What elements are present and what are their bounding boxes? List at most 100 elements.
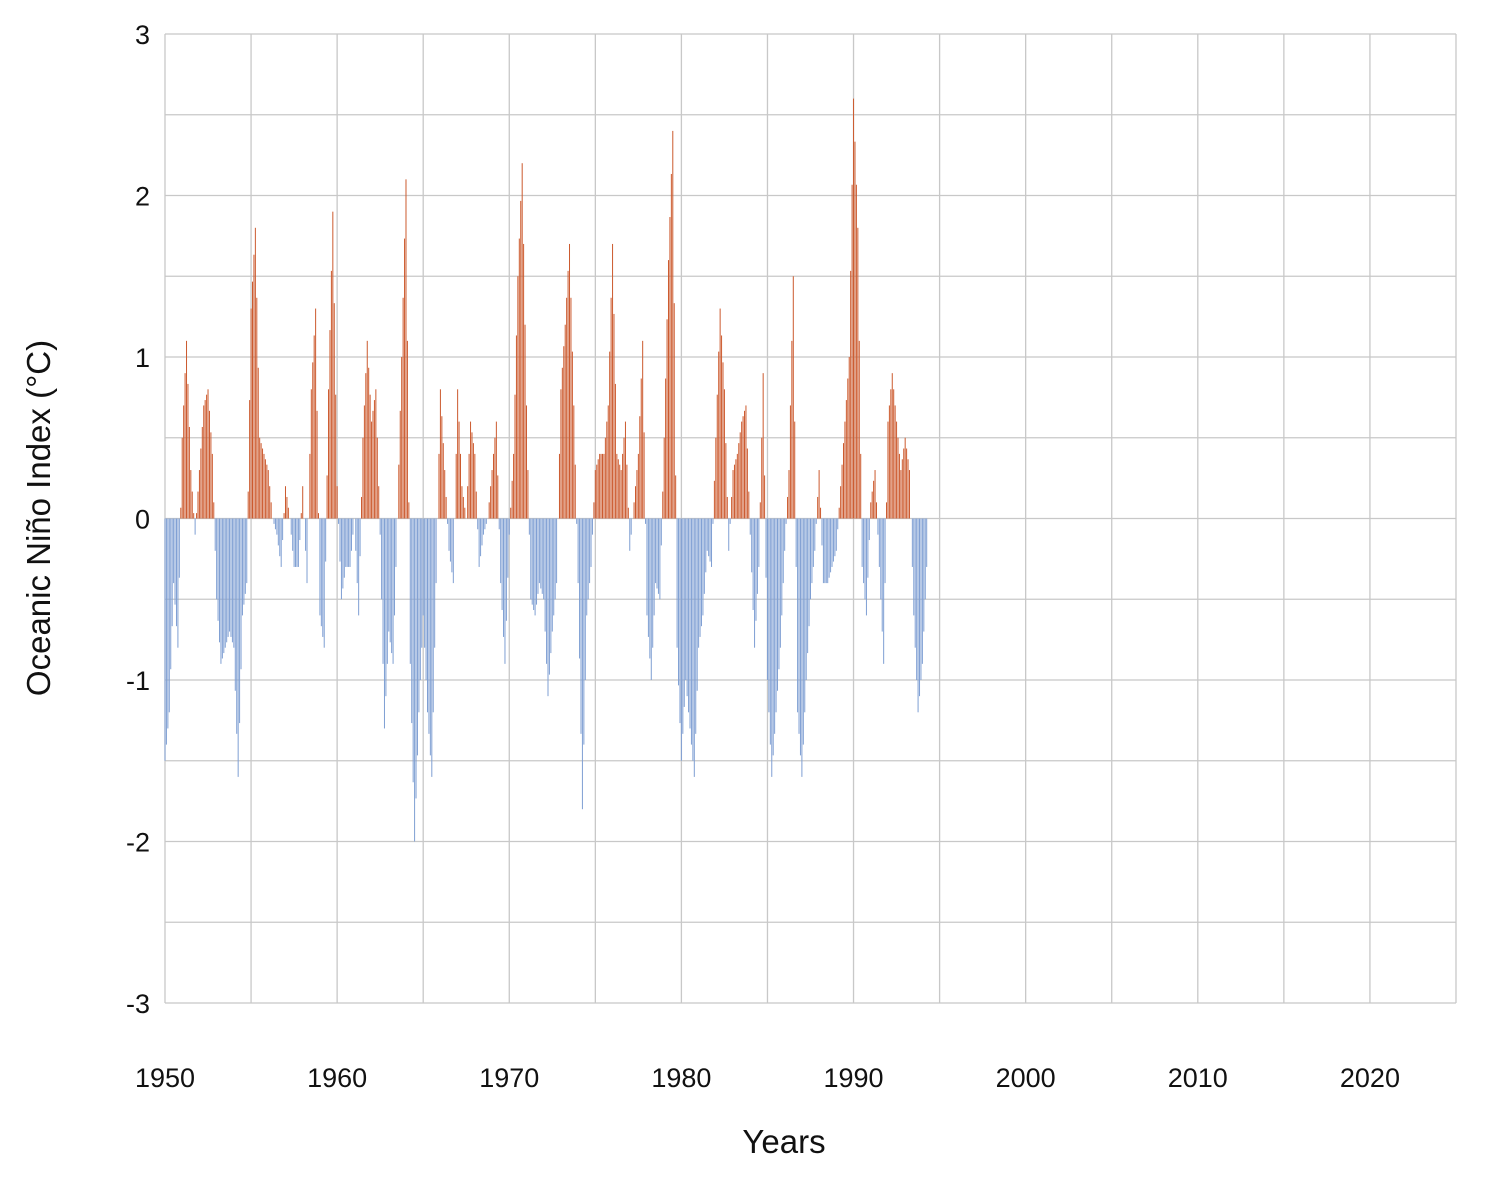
bar (279, 518, 281, 557)
bar (814, 518, 816, 551)
bar (290, 518, 292, 535)
bar (277, 518, 279, 546)
bar (744, 410, 746, 519)
bar (772, 518, 774, 756)
bar (759, 502, 761, 519)
bar (335, 394, 337, 519)
bar (513, 453, 515, 519)
bar (797, 518, 799, 713)
bar (873, 480, 875, 519)
bar (603, 453, 605, 519)
bar (492, 453, 494, 519)
bar (368, 367, 370, 519)
bar (416, 518, 418, 756)
bar (378, 486, 380, 519)
bar (574, 464, 576, 519)
bar (349, 518, 351, 567)
bar (792, 276, 794, 519)
bar (317, 513, 319, 519)
bar (411, 518, 413, 724)
bar (482, 518, 484, 535)
bar (543, 518, 545, 600)
bar (898, 453, 900, 519)
y-axis-title: Oceanic Niño Index (°C) (20, 340, 57, 696)
bar (556, 518, 558, 584)
bar (452, 518, 454, 584)
bar (789, 405, 791, 519)
bar (500, 518, 502, 584)
bar (596, 464, 598, 519)
bar (689, 518, 691, 729)
bar (891, 373, 893, 519)
bar (693, 518, 695, 777)
bar (788, 470, 790, 519)
bar (709, 518, 711, 562)
bar (406, 340, 408, 519)
bar (587, 518, 589, 600)
bar (847, 378, 849, 519)
bar (464, 507, 466, 519)
bar (297, 518, 299, 567)
bar (688, 518, 690, 713)
bar (799, 518, 801, 756)
bar (223, 518, 225, 654)
bar (252, 281, 253, 519)
bar (835, 518, 837, 551)
bar (571, 351, 573, 519)
bar (785, 518, 787, 524)
bar (748, 491, 750, 519)
bar (528, 518, 530, 535)
bar (820, 507, 822, 519)
bar (728, 518, 730, 551)
bar (340, 518, 342, 600)
bar (911, 518, 913, 567)
bar (609, 351, 611, 519)
y-tick-label: 2 (135, 182, 150, 212)
bar (733, 464, 735, 519)
bar (333, 303, 335, 519)
bar (723, 389, 725, 519)
bar (216, 518, 218, 600)
bar (636, 470, 638, 519)
bar (685, 518, 687, 680)
bar (683, 518, 685, 707)
bar (614, 383, 616, 519)
bar (573, 405, 575, 519)
bar (214, 518, 216, 551)
bar (627, 507, 629, 519)
bar (896, 421, 898, 519)
x-tick-label: 2010 (1168, 1063, 1228, 1093)
bar (201, 426, 203, 519)
y-tick-label: 3 (135, 20, 150, 50)
bar (594, 470, 596, 519)
bar (913, 518, 915, 616)
bar (371, 421, 373, 519)
bar (470, 421, 472, 519)
bar (269, 486, 271, 519)
bar (700, 518, 702, 627)
bar (425, 518, 427, 680)
bar (373, 400, 375, 519)
x-tick-label: 2000 (996, 1063, 1056, 1093)
bar (292, 518, 294, 551)
bar (165, 518, 167, 745)
bar (756, 518, 758, 594)
bar (382, 518, 384, 664)
bar (881, 518, 883, 632)
bar (647, 518, 649, 637)
bar (861, 518, 863, 567)
bar (475, 491, 477, 519)
bar (405, 179, 407, 519)
bar (346, 518, 348, 567)
bar (256, 297, 258, 519)
bar (732, 470, 734, 519)
bar (667, 260, 669, 519)
bar (332, 211, 334, 519)
bar (490, 486, 492, 519)
bar (191, 491, 193, 519)
bar (186, 340, 188, 519)
bar (472, 443, 474, 519)
bar (888, 405, 890, 519)
bar (283, 513, 285, 519)
bar (903, 448, 905, 519)
